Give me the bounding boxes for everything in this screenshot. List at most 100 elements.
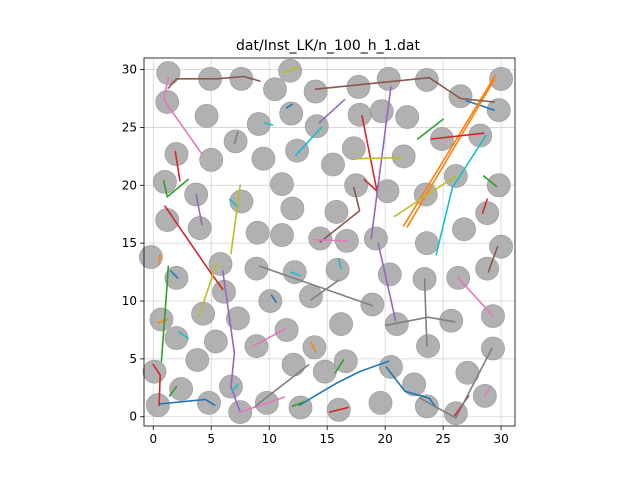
region-disk <box>416 334 440 359</box>
region-disk <box>475 256 500 281</box>
region-disk <box>376 66 401 91</box>
tour-segment <box>168 385 178 397</box>
tour-segment <box>259 265 374 307</box>
region-disk <box>430 127 454 151</box>
chart-ticks: 0 5 10 15 20 25 30 0 5 10 15 20 25 30 <box>122 63 509 446</box>
y-tick-label: 15 <box>122 236 137 250</box>
region-disk <box>481 336 505 361</box>
region-disk <box>414 231 439 256</box>
tour-segment <box>282 66 300 74</box>
region-disk <box>414 68 439 92</box>
tour-segment <box>158 253 161 264</box>
region-disk <box>281 352 306 377</box>
y-tick-label: 0 <box>129 410 137 424</box>
region-disk <box>486 173 511 198</box>
tour-segment <box>319 186 361 243</box>
tour-segment <box>298 360 390 407</box>
region-disk <box>251 146 276 171</box>
chart-title: dat/Inst_LK/n_100_h_1.dat <box>236 38 420 54</box>
y-tick-label: 30 <box>122 63 137 77</box>
tour-segment <box>157 318 168 324</box>
region-disk <box>341 136 366 161</box>
region-disk <box>347 102 372 127</box>
tour-segment <box>167 75 261 89</box>
y-tick-label: 25 <box>122 120 137 134</box>
region-disk <box>391 144 416 169</box>
region-disk <box>475 201 500 225</box>
tour-segment <box>310 279 340 301</box>
tour-segment <box>310 341 317 353</box>
tour-segment <box>393 175 457 218</box>
region-disk <box>324 200 349 224</box>
axes-frame <box>143 57 516 427</box>
tour-segment <box>318 98 346 124</box>
region-disk <box>226 306 250 331</box>
region-disk <box>302 335 327 360</box>
region-disk <box>139 245 163 269</box>
x-tick-label: 20 <box>378 432 393 446</box>
region-disk <box>414 394 439 419</box>
tour-segment <box>162 178 189 198</box>
tour-segment <box>356 156 404 160</box>
tour-segment <box>252 327 287 348</box>
tour-segment <box>416 118 444 140</box>
region-disk <box>270 223 294 247</box>
tour-segment <box>314 76 495 103</box>
region-disk <box>363 226 388 251</box>
region-disk <box>208 252 233 276</box>
tour-segment <box>482 175 498 188</box>
region-disk <box>312 359 337 384</box>
tour-segment <box>239 396 286 413</box>
region-disk <box>187 216 212 240</box>
x-tick-label: 25 <box>435 432 450 446</box>
region-disk <box>282 260 307 284</box>
tour-segment <box>481 198 489 214</box>
region-disk <box>489 66 513 91</box>
tour-segment <box>270 294 278 304</box>
region-disk <box>263 77 287 102</box>
region-disk <box>164 326 189 350</box>
y-tick-label: 5 <box>129 352 137 366</box>
region-disk <box>384 312 409 337</box>
tour-segment <box>435 134 487 256</box>
tour-segment <box>328 406 349 413</box>
tour-segment <box>158 398 216 407</box>
region-disk <box>155 90 180 114</box>
tour-segment <box>295 126 323 156</box>
tour-segment <box>197 261 218 319</box>
tour-segment <box>406 79 495 228</box>
region-disk <box>299 284 323 309</box>
tour-segment <box>313 238 348 242</box>
region-disk <box>452 217 476 242</box>
tour-segment <box>290 271 302 277</box>
tour-segment <box>263 122 274 126</box>
y-tick-label: 10 <box>122 294 137 308</box>
region-disk <box>152 169 177 194</box>
x-tick-label: 5 <box>207 432 215 446</box>
region-disk <box>325 257 350 282</box>
tour-segment <box>229 198 238 207</box>
region-disk <box>270 172 294 197</box>
tour-segment <box>337 258 342 270</box>
region-disk <box>321 152 345 177</box>
region-disk <box>402 372 427 397</box>
tour-segment <box>487 245 499 273</box>
region-disk <box>395 105 420 129</box>
region-disk <box>346 75 371 99</box>
region-disk <box>285 138 309 163</box>
region-disk <box>258 289 283 313</box>
tour-segment <box>285 103 294 109</box>
tour-segment <box>178 331 189 339</box>
region-disk <box>244 334 269 359</box>
y-tick-label: 20 <box>122 178 137 192</box>
tour-segment <box>484 386 491 397</box>
region-disk <box>280 196 305 221</box>
region-disk <box>377 262 402 287</box>
region-disk <box>197 390 221 415</box>
tour-segment <box>423 278 428 348</box>
x-tick-label: 0 <box>149 432 157 446</box>
tour-segment <box>377 242 397 322</box>
x-tick-label: 10 <box>262 432 277 446</box>
tour-segment <box>160 265 170 363</box>
